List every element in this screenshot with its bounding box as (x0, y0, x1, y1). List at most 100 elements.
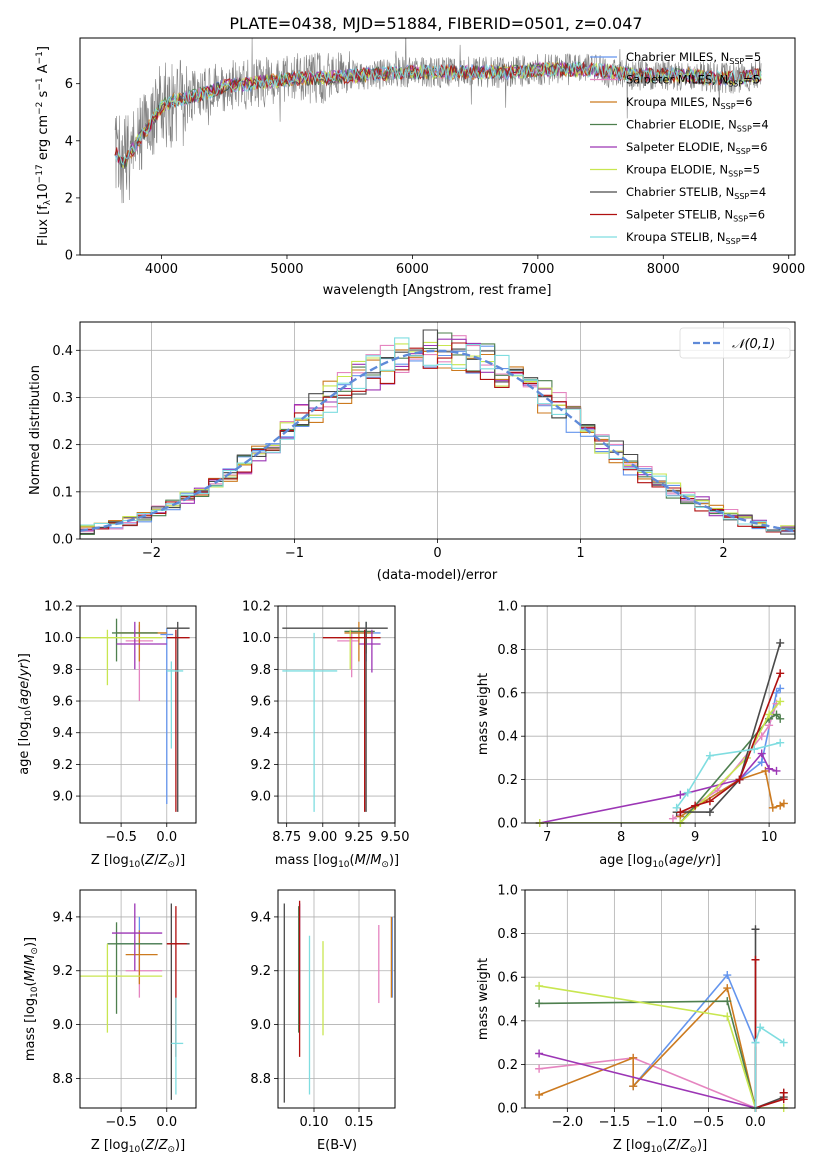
marker-kroupa-miles (535, 1090, 544, 1099)
mass-vs-metallicity-y-label: mass [log10(M/M⊙)] (23, 937, 40, 1061)
x-tick-label: 7 (543, 830, 551, 845)
massweight-vs-age-y-label: mass weight (476, 673, 491, 755)
mass-vs-ebv-panel: 0.10 0.15 8.8 9.0 9.2 9.4 E(B-V) (250, 889, 396, 1153)
legend-label-chabrier-stelib: Chabrier STELIB, NSSP=4 (626, 185, 766, 201)
x-tick-label: 1 (576, 546, 584, 561)
marker-salpeter-stelib (676, 808, 685, 817)
y-tick-label: 0.0 (497, 817, 518, 832)
marker-kroupa-stelib (776, 738, 785, 747)
mass-vs-metallicity-panel: −0.5 0.0 8.8 9.0 9.2 9.4 Z [log10(Z/Z⊙)] mass… (23, 889, 197, 1155)
y-tick-label: 0.0 (497, 1102, 518, 1117)
y-tick-label: 0.1 (52, 485, 73, 500)
marker-kroupa-elodie (765, 710, 774, 719)
x-tick-label: 0.0 (156, 1115, 177, 1130)
y-tick-label: 10.2 (242, 600, 271, 615)
x-tick-label: 0 (433, 546, 441, 561)
y-tick-label: 10.0 (44, 631, 73, 646)
legend-label-subscript: SSP (728, 170, 743, 179)
x-tick-label: 0.10 (300, 1115, 329, 1130)
marker-kroupa-elodie (723, 1012, 732, 1021)
massweight-vs-metallicity-x-label: Z [log10(Z/Z⊙)] (613, 1138, 707, 1155)
line-kroupa-stelib (754, 1026, 785, 1108)
marker-kroupa-stelib (779, 1038, 788, 1047)
marker-chabrier-miles (776, 684, 785, 693)
marker-chabrier-miles (772, 688, 781, 697)
y-tick-label: 1.0 (497, 884, 518, 899)
y-tick-label: 0.0 (52, 533, 73, 548)
legend-label-salpeter-elodie: Salpeter ELODIE, NSSP=6 (626, 140, 768, 156)
y-tick-label: 6 (65, 77, 73, 92)
marker-chabrier-miles (757, 758, 766, 767)
marker-chabrier-elodie (723, 997, 732, 1006)
legend-label-subscript: SSP (721, 102, 736, 111)
marker-salpeter-miles (757, 732, 766, 741)
y-tick-label: 9.8 (250, 663, 271, 678)
legend-label-subscript: SSP (736, 147, 751, 156)
age-vs-mass-panel: 8.75 9.00 9.25 9.509.09.29.49.69.810.010.2 … (242, 600, 409, 871)
y-tick-label: 2 (65, 191, 73, 206)
legend-label-value: =5 (743, 163, 760, 177)
histogram-kroupa-stelib (80, 337, 795, 536)
y-tick-label: 9.4 (250, 726, 271, 741)
marker-kroupa-stelib (751, 1038, 760, 1047)
x-tick-label: 9000 (772, 262, 805, 277)
marker-salpeter-stelib (691, 801, 700, 810)
y-tick-label: 9.2 (52, 964, 73, 979)
y-tick-label: 10.0 (242, 631, 271, 646)
x-tick-label: 0.0 (745, 1115, 766, 1130)
marker-salpeter-stelib (705, 797, 714, 806)
x-tick-label: 7000 (521, 262, 554, 277)
y-tick-label: 0.3 (52, 391, 73, 406)
age-vs-metallicity-x-label: Z [log10(Z/Z⊙)] (91, 853, 185, 870)
y-tick-label: 10.2 (44, 600, 73, 615)
x-tick-label: −0.5 (105, 1115, 137, 1130)
y-tick-label: 1.0 (497, 600, 518, 615)
x-tick-label: −1 (285, 546, 304, 561)
y-tick-label: 8.8 (250, 1072, 271, 1087)
y-tick-label: 9.0 (250, 1018, 271, 1033)
legend-label-subscript: SSP (729, 57, 744, 66)
line-kroupa-elodie (538, 985, 784, 1108)
x-tick-label: 0.0 (156, 830, 177, 845)
marker-salpeter-elodie (676, 790, 685, 799)
x-tick-label: −2.0 (552, 1115, 584, 1130)
marker-kroupa-miles (723, 984, 732, 993)
x-tick-label: −2 (142, 546, 161, 561)
y-tick-label: 0.8 (497, 927, 518, 942)
y-tick-label: 9.2 (250, 964, 271, 979)
spectrum-y-label: Flux [fλ10−17 erg cm−2 s−1 A−1] (35, 46, 53, 246)
legend-label-salpeter-stelib: Salpeter STELIB, NSSP=6 (626, 208, 765, 224)
age-vs-metallicity-panel: −0.5 0.0 9.0 9.2 9.4 9.6 9.8 10.0 10.2 Z [log10(… (17, 600, 197, 870)
marker-salpeter-stelib (776, 669, 785, 678)
y-tick-label: 0.2 (52, 438, 73, 453)
y-tick-label: 9.6 (250, 695, 271, 710)
x-tick-label: 8000 (647, 262, 680, 277)
marker-chabrier-stelib (776, 638, 785, 647)
legend-label-subscript: SSP (737, 125, 752, 134)
legend-label-value: =4 (741, 230, 758, 244)
y-tick-label: 0.4 (497, 1014, 518, 1029)
residual-histogram-panel: −2 −1 0 1 2 0.0 0.1 0.2 0.3 0.4 𝒩(0,1) (data-mode… (28, 321, 796, 583)
age-vs-mass-x-label: mass [log10(M/M⊙)] (275, 853, 399, 870)
x-tick-label: 10 (761, 830, 778, 845)
legend-label-value: =4 (749, 185, 766, 199)
marker-chabrier-stelib (705, 808, 714, 817)
marker-salpeter-elodie (535, 1049, 544, 1058)
legend-label-subscript: SSP (734, 192, 749, 201)
marker-chabrier-elodie (776, 714, 785, 723)
mass-vs-ebv-x-label: E(B-V) (317, 1138, 357, 1153)
legend-label-chabrier-miles: Chabrier MILES, NSSP=5 (626, 50, 761, 66)
y-tick-label: 9.8 (52, 663, 73, 678)
legend-label-kroupa-elodie: Kroupa ELODIE, NSSP=5 (626, 163, 760, 179)
marker-salpeter-elodie (772, 766, 781, 775)
marker-chabrier-stelib (751, 925, 760, 934)
spectrum-model-line-kroupa-stelib (114, 60, 762, 166)
y-tick-label: 9.2 (250, 758, 271, 773)
x-tick-label: 9 (691, 830, 699, 845)
marker-chabrier-miles (723, 971, 732, 980)
legend-label-subscript: SSP (728, 80, 743, 89)
legend-label-salpeter-miles: Salpeter MILES, NSSP=5 (626, 73, 760, 89)
marker-kroupa-miles (779, 799, 788, 808)
legend-label-kroupa-stelib: Kroupa STELIB, NSSP=4 (626, 230, 757, 246)
marker-kroupa-stelib (750, 745, 759, 754)
